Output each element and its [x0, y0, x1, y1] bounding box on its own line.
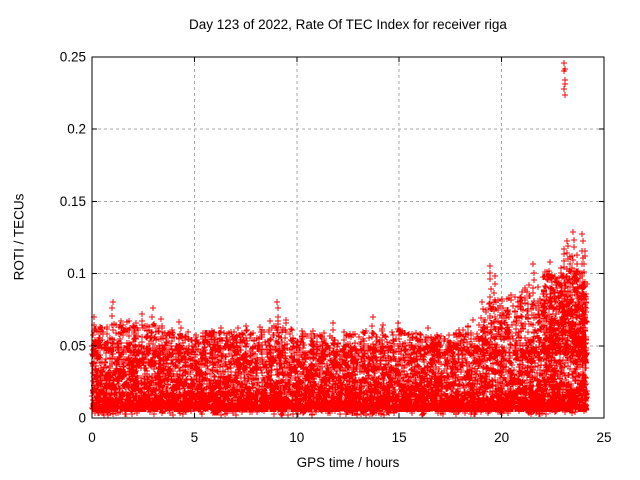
x-tick-label: 10	[289, 430, 304, 445]
x-tick-label: 0	[88, 430, 96, 445]
x-tick-label: 5	[191, 430, 199, 445]
y-tick-label: 0.15	[60, 194, 86, 209]
x-tick-label: 20	[494, 430, 509, 445]
scatter-points	[89, 60, 590, 418]
y-tick-label: 0.25	[60, 50, 86, 65]
x-axis-label: GPS time / hours	[296, 455, 400, 470]
y-tick-label: 0	[78, 411, 86, 426]
grid-lines	[92, 57, 604, 418]
plot-border	[91, 56, 605, 419]
x-tick-label: 25	[596, 430, 611, 445]
y-tick-label: 0.2	[67, 122, 86, 137]
tick-marks	[91, 56, 605, 419]
x-tick-label: 15	[392, 430, 407, 445]
y-tick-label: 0.05	[60, 338, 86, 353]
y-tick-label: 0.1	[67, 266, 86, 281]
chart-title: Day 123 of 2022, Rate Of TEC Index for r…	[189, 17, 507, 32]
